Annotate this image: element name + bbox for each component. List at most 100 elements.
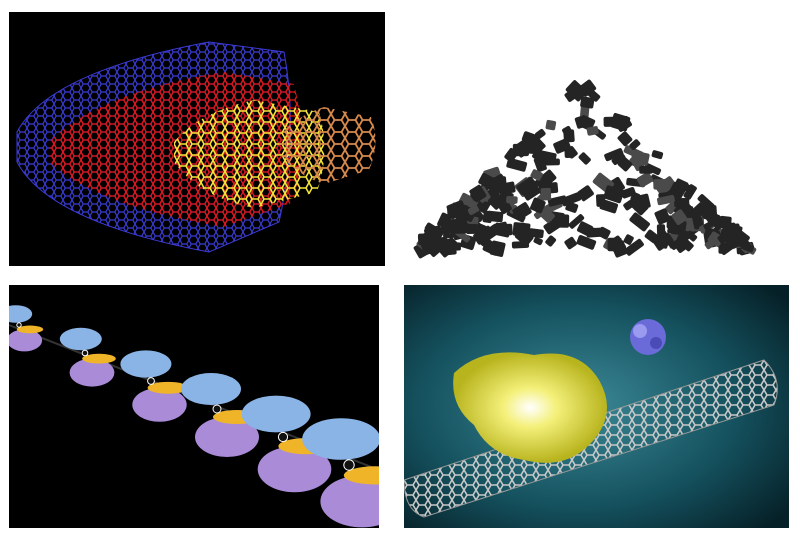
granule [482,210,493,224]
bond-lobe [16,325,44,334]
orbital-lobe-blue [241,395,311,433]
granule [578,152,591,165]
atom-node [343,459,355,471]
granule [636,172,654,188]
orbital-lobe-blue [181,373,241,405]
granule [568,214,585,229]
granule [644,229,660,244]
granule [656,194,675,206]
bond-lobe [82,353,116,364]
granule [737,237,751,251]
orbital-lobe-violet [320,475,379,528]
granule [545,235,557,247]
granule [437,212,452,229]
atom-node [277,431,289,443]
granule [672,178,689,195]
protein-blue [630,319,666,355]
granule [705,211,719,224]
orbital-chain-image [9,285,379,528]
granule [651,150,664,160]
granule [586,126,599,136]
orbital-lobe-violet [69,358,115,387]
granule [597,226,611,240]
granule [535,128,546,140]
granule [553,138,571,154]
granule [544,158,560,166]
granule [623,145,644,160]
granule [615,116,632,132]
carbon-granules-graphic [404,10,790,270]
core-tube [279,107,376,184]
granule-pile [413,79,757,259]
granule [577,221,594,237]
orbital-lobe-blue [59,327,102,351]
granule [574,116,585,129]
granule [623,194,642,211]
protein-yellow [453,352,607,463]
granule [512,222,531,237]
orbital-chain-graphic [9,285,379,528]
granule [674,197,690,208]
orbital-lobe-violet [257,446,332,493]
bond-lobe [147,381,189,394]
granule [653,178,674,190]
orbital-chain [9,305,379,528]
granule [478,172,498,191]
granule [688,202,708,221]
atom-node [16,322,22,328]
granule [656,224,666,238]
granule [482,241,500,256]
granule [607,237,622,252]
granule [417,233,432,249]
granule [564,90,576,102]
granule [467,204,480,216]
granule [639,165,653,174]
granule [516,176,537,195]
granule [604,148,624,162]
granule [599,199,619,214]
granule [535,169,557,190]
granule [449,218,468,234]
granule [697,194,715,211]
orbital-lobe-blue [120,350,172,378]
granule [534,156,545,166]
granule [624,238,644,256]
granule [501,181,516,195]
granule [576,235,597,250]
orbital-lobe-violet [9,329,43,352]
bond-lobe [343,466,379,485]
granule [512,143,529,157]
granule [562,125,573,137]
granule [540,187,552,201]
granule [621,186,636,199]
orbital-lobe-blue [9,305,33,323]
granule [469,184,487,203]
atom-node [147,377,155,385]
granule [704,238,717,250]
granule [623,234,634,245]
granule [629,212,650,232]
atom-node [212,404,222,414]
granule [551,214,570,228]
granule [487,192,506,210]
granule [528,228,544,239]
granule [545,119,557,131]
granule [654,208,671,225]
granule [564,236,577,250]
granule [671,209,688,225]
atom-node [81,349,89,357]
carbon-granules-image [404,10,790,270]
orbital-lobe-blue [302,418,379,460]
granule [530,169,543,181]
granule [521,183,541,201]
granule [530,197,546,214]
granule [511,240,530,249]
background [9,285,379,528]
granule [717,228,736,244]
granule [473,225,495,245]
granule [577,185,594,202]
granule [653,232,674,251]
granule [683,184,697,200]
orbital-lobe-violet [132,387,187,422]
granule [506,196,518,204]
